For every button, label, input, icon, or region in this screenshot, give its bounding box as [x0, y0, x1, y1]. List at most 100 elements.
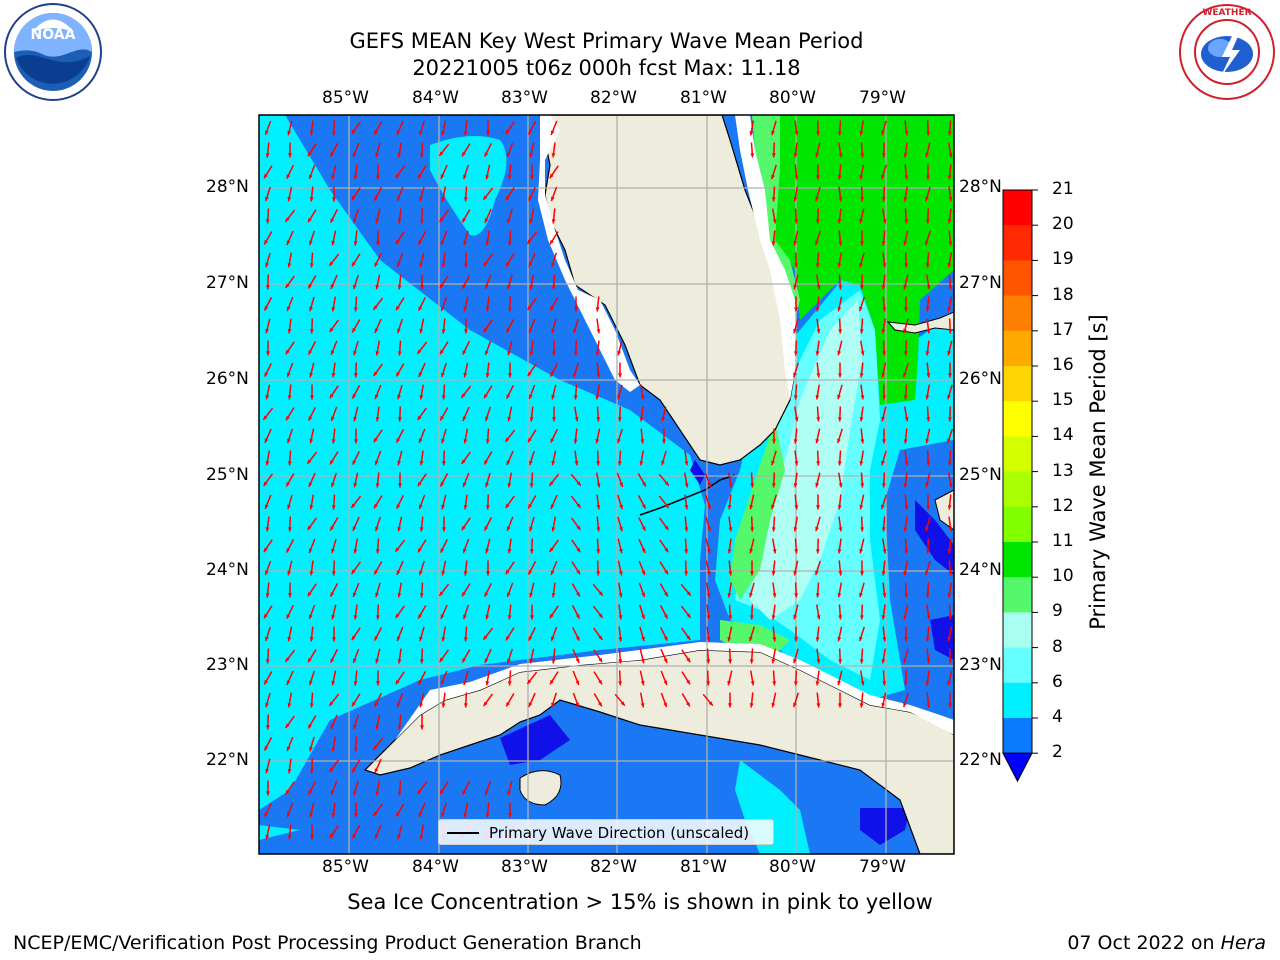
wave-arrow: [570, 495, 582, 509]
wave-arrow: [793, 142, 798, 158]
wave-arrow: [351, 385, 361, 399]
wave-arrow: [640, 428, 645, 444]
wave-arrow: [351, 319, 361, 333]
svg-text:NOAA: NOAA: [31, 27, 76, 43]
wave-arrow: [397, 516, 403, 532]
wave-arrow: [793, 274, 799, 290]
wave-arrow: [442, 516, 446, 532]
wave-arrow: [903, 230, 909, 246]
wave-arrow: [308, 604, 316, 620]
wave-arrow: [328, 319, 340, 333]
deep-blue-patch-2: [930, 615, 954, 660]
wave-arrow: [420, 274, 424, 290]
wave-arrow: [485, 164, 491, 180]
wave-arrow: [330, 648, 338, 664]
wave-arrow: [948, 516, 953, 532]
wave-arrow: [616, 428, 624, 444]
wave-arrow: [439, 781, 449, 795]
wave-arrow: [287, 450, 292, 466]
colorbar-segment: [1003, 330, 1032, 367]
wave-arrow: [903, 142, 908, 158]
lon-label-bottom: 80°W: [769, 857, 816, 877]
wave-arrow: [419, 648, 424, 664]
wave-arrow: [507, 538, 512, 554]
wave-arrow: [881, 560, 886, 576]
wave-arrow: [859, 318, 864, 334]
wave-arrow: [771, 230, 776, 246]
colorbar-extend-triangle: [1002, 752, 1033, 783]
wave-arrow: [506, 142, 514, 158]
wave-arrow: [375, 406, 380, 422]
wave-arrow: [616, 472, 624, 488]
wave-arrow: [307, 781, 317, 795]
wave-arrow: [881, 516, 886, 532]
wave-arrow: [660, 648, 668, 664]
wave-arrow: [618, 604, 623, 620]
wave-arrow: [265, 582, 270, 598]
wave-arrow: [859, 406, 864, 422]
wave-arrow: [353, 736, 358, 752]
wave-arrow: [880, 494, 888, 510]
wave-arrow: [771, 692, 777, 708]
wave-arrow: [924, 230, 932, 246]
wave-arrow: [484, 274, 492, 290]
wave-arrow: [859, 648, 864, 664]
wave-arrow: [860, 516, 865, 532]
footer-right: 07 Oct 2022 on Hera: [1067, 932, 1266, 954]
wave-arrow: [881, 692, 887, 708]
wave-arrow: [572, 362, 580, 378]
wave-arrow: [926, 692, 931, 708]
wave-arrow: [329, 451, 339, 465]
wave-arrow: [331, 538, 337, 554]
wave-arrow: [793, 604, 799, 620]
wave-arrow: [287, 692, 293, 708]
wave-arrow: [702, 693, 714, 707]
wave-arrow: [728, 516, 733, 532]
wave-arrow: [837, 538, 842, 554]
wave-arrow: [925, 252, 930, 268]
wave-arrow: [373, 561, 383, 575]
wave-arrow: [793, 428, 798, 444]
wave-arrow: [616, 494, 624, 510]
wave-arrow: [837, 142, 843, 158]
wave-arrow: [375, 142, 381, 158]
wave-arrow: [793, 670, 798, 686]
wave-arrow: [859, 340, 865, 356]
wave-arrow: [287, 252, 293, 268]
wave-arrow: [529, 274, 535, 290]
wave-arrow: [484, 780, 492, 796]
wave-arrow: [262, 407, 274, 421]
wave-arrow: [926, 164, 930, 180]
wave-arrow: [728, 692, 732, 708]
wave-arrow: [860, 560, 864, 576]
wave-arrow: [614, 693, 626, 707]
wave-arrow: [595, 384, 601, 400]
wave-arrow: [506, 450, 514, 466]
wave-arrow: [639, 626, 645, 642]
wave-arrow: [728, 648, 733, 664]
wave-arrow: [551, 340, 556, 356]
footer-date: 07 Oct 2022 on: [1067, 932, 1221, 954]
wave-arrow: [309, 802, 315, 818]
wave-arrow: [463, 560, 468, 576]
wave-arrow: [418, 560, 426, 576]
wave-arrow: [772, 626, 777, 642]
wave-arrow: [373, 187, 383, 201]
colorbar-tick-label: 8: [1052, 636, 1063, 657]
wave-arrow: [263, 737, 273, 751]
wave-arrow: [265, 824, 271, 840]
svg-text:WEATHER: WEATHER: [1202, 8, 1251, 18]
wave-arrow: [374, 758, 382, 774]
wave-arrow: [395, 231, 405, 245]
wave-arrow: [684, 494, 689, 510]
wave-arrow: [948, 274, 953, 290]
wave-arrow: [680, 605, 692, 619]
wave-arrow: [331, 362, 336, 378]
wave-arrow: [815, 274, 821, 290]
wave-arrow: [926, 648, 931, 664]
wave-arrow: [352, 582, 360, 598]
wave-arrow: [307, 209, 317, 223]
wave-arrow: [662, 428, 666, 444]
wave-arrow: [372, 363, 384, 377]
wave-arrow: [417, 605, 427, 619]
